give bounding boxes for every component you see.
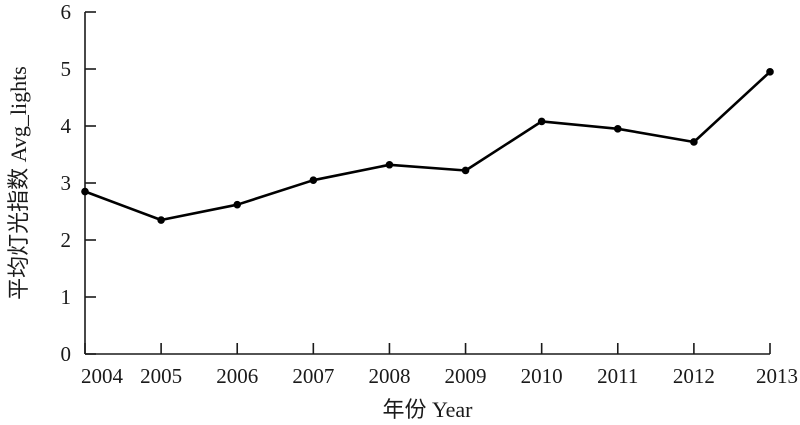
data-point	[309, 176, 318, 184]
x-axis-title: 年份 Year	[382, 397, 473, 422]
data-point	[690, 138, 698, 146]
x-tick-label: 2008	[368, 364, 410, 388]
data-point	[766, 68, 774, 76]
x-ticks: 2004 2005 2006 2007 2008 2009 2010 2011 2012 2013	[81, 343, 798, 388]
data-point	[385, 160, 394, 169]
data-point	[233, 200, 242, 209]
y-ticks: 0 1 2 3 4 5 6	[61, 0, 96, 366]
x-tick-label: 2009	[445, 364, 487, 388]
x-tick-label: 2012	[673, 364, 715, 388]
series-group	[81, 68, 774, 224]
y-tick-label: 5	[61, 57, 72, 81]
x-tick-label: 2004	[81, 364, 124, 388]
series-line	[84, 70, 771, 222]
y-tick-label: 0	[61, 342, 72, 366]
x-tick-label: 2005	[140, 364, 182, 388]
y-axis-title: 平均灯光指数 Avg_lights	[6, 66, 31, 300]
x-tick-label: 2013	[756, 364, 798, 388]
y-tick-label: 6	[61, 0, 72, 24]
data-point	[461, 166, 470, 175]
data-point	[81, 187, 89, 196]
x-tick-label: 2007	[292, 364, 334, 388]
axes	[84, 12, 770, 355]
data-point	[613, 125, 622, 133]
x-tick-label: 2010	[521, 364, 563, 388]
y-tick-label: 1	[61, 285, 72, 309]
y-tick-label: 2	[61, 228, 72, 252]
y-tick-label: 4	[61, 114, 72, 138]
data-point	[157, 216, 165, 224]
x-tick-label: 2011	[597, 364, 638, 388]
data-point	[537, 117, 546, 126]
x-tick-label: 2006	[216, 364, 258, 388]
y-tick-label: 3	[61, 171, 72, 195]
